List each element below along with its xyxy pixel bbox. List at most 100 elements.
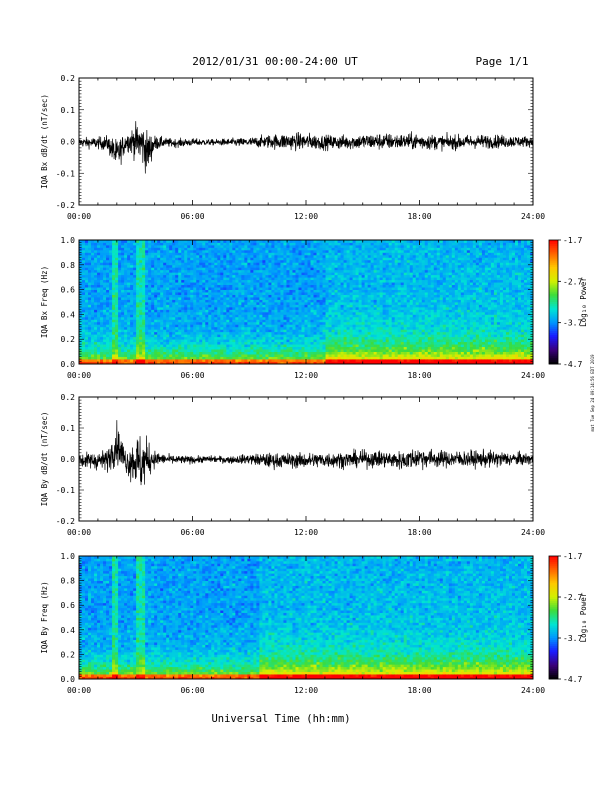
spectrogram-cell [262, 302, 266, 305]
spectrogram-cell [220, 336, 224, 340]
spectrogram-cell [184, 240, 188, 243]
spectrogram-cell [100, 361, 104, 365]
spectrogram-cell [289, 302, 293, 305]
spectrogram-cell [235, 311, 239, 315]
spectrogram-cell [115, 314, 119, 318]
spectrogram-cell [250, 282, 254, 286]
spectrogram-cell [196, 356, 200, 360]
spectrogram-cell [235, 354, 239, 357]
spectrogram-cell [241, 341, 245, 345]
spectrogram-cell [298, 351, 302, 355]
spectrogram-cell [367, 294, 372, 298]
spectrogram-cell [265, 262, 269, 266]
spectrogram-cell [241, 252, 245, 256]
spectrogram-cell [115, 351, 119, 355]
spectrogram-cell [229, 249, 233, 253]
spectrogram-cell [181, 354, 185, 357]
spectrogram-cell [151, 309, 155, 313]
spectrogram-cell [328, 249, 332, 253]
spectrogram-cell [199, 247, 203, 251]
spectrogram-cell [322, 326, 326, 330]
spectrogram-cell [193, 262, 197, 266]
spectrogram-cell [361, 349, 366, 352]
spectrogram-cell [130, 339, 134, 343]
spectrogram-cell [289, 272, 293, 276]
spectrogram-cell [181, 326, 185, 330]
spectrogram-cell [88, 284, 92, 288]
spectrogram-cell [250, 240, 254, 243]
spectrogram-cell [214, 314, 218, 318]
spectrogram-cell [160, 262, 164, 266]
spectrogram-cell [355, 289, 360, 293]
spectrogram-cell [103, 314, 107, 318]
spectrogram-cell [145, 336, 149, 340]
spectrogram-cell [118, 249, 122, 253]
spectrogram-cell [166, 249, 170, 253]
spectrogram-cell [208, 247, 212, 251]
spectrogram-cell [163, 314, 167, 318]
spectrogram-cell [352, 344, 357, 348]
spectrogram-cell [292, 326, 296, 330]
spectrogram-cell [109, 292, 113, 295]
spectrogram-cell [145, 339, 149, 343]
spectrogram-cell [316, 316, 320, 320]
spectrogram-cell [334, 336, 338, 340]
spectrogram-cell [274, 349, 278, 352]
spectrogram-cell [328, 297, 332, 300]
spectrogram-cell [229, 329, 233, 333]
spectrogram-cell [337, 336, 341, 340]
spectrogram-cell [316, 279, 320, 283]
spectrogram-cell [79, 311, 83, 315]
spectrogram-cell [136, 292, 140, 295]
spectrogram-cell [256, 349, 260, 352]
spectrogram-cell [313, 302, 317, 305]
spectrogram-cell [361, 356, 366, 360]
spectrogram-cell [109, 302, 113, 305]
spectrogram-cell [139, 359, 143, 362]
spectrogram-cell [268, 240, 272, 243]
spectrogram-cell [334, 299, 338, 303]
spectrogram-cell [91, 254, 95, 258]
spectrogram-cell [127, 361, 131, 365]
spectrogram-cell [355, 336, 360, 340]
spectrogram-cell [106, 264, 110, 268]
spectrogram-cell [358, 331, 363, 335]
spectrogram-cell [97, 351, 101, 355]
spectrogram-cell [319, 309, 323, 313]
spectrogram-cell [97, 346, 101, 350]
spectrogram-cell [244, 336, 248, 340]
spectrogram-cell [160, 334, 164, 338]
spectrogram-cell [340, 324, 344, 328]
spectrogram-cell [295, 289, 299, 293]
spectrogram-cell [244, 339, 248, 343]
spectrogram-cell [106, 277, 110, 281]
spectrogram-cell [256, 304, 260, 308]
spectrogram-cell [319, 244, 323, 248]
spectrogram-cell [139, 314, 143, 318]
spectrogram-cell [340, 299, 344, 303]
spectrogram-cell [142, 240, 146, 243]
spectrogram-cell [94, 277, 98, 281]
spectrogram-cell [247, 242, 251, 246]
spectrogram-cell [109, 274, 113, 278]
spectrogram-cell [154, 331, 158, 335]
spectrogram-cell [79, 267, 83, 271]
spectrogram-cell [346, 311, 350, 315]
spectrogram-cell [154, 306, 158, 310]
spectrogram-cell [352, 297, 357, 300]
spectrogram-cell [124, 282, 128, 286]
spectrogram-cell [280, 292, 284, 295]
spectrogram-cell [178, 247, 182, 251]
spectrogram-cell [202, 294, 206, 298]
spectrogram-cell [298, 346, 302, 350]
spectrogram-cell [262, 339, 266, 343]
spectrogram-cell [208, 294, 212, 298]
spectrogram-cell [160, 254, 164, 258]
spectrogram-cell [205, 336, 209, 340]
spectrogram-cell [283, 264, 287, 268]
spectrogram-cell [268, 262, 272, 266]
spectrogram-cell [313, 287, 317, 290]
spectrogram-cell [157, 309, 161, 313]
spectrogram-cell [337, 339, 341, 343]
spectrogram-cell [295, 326, 299, 330]
